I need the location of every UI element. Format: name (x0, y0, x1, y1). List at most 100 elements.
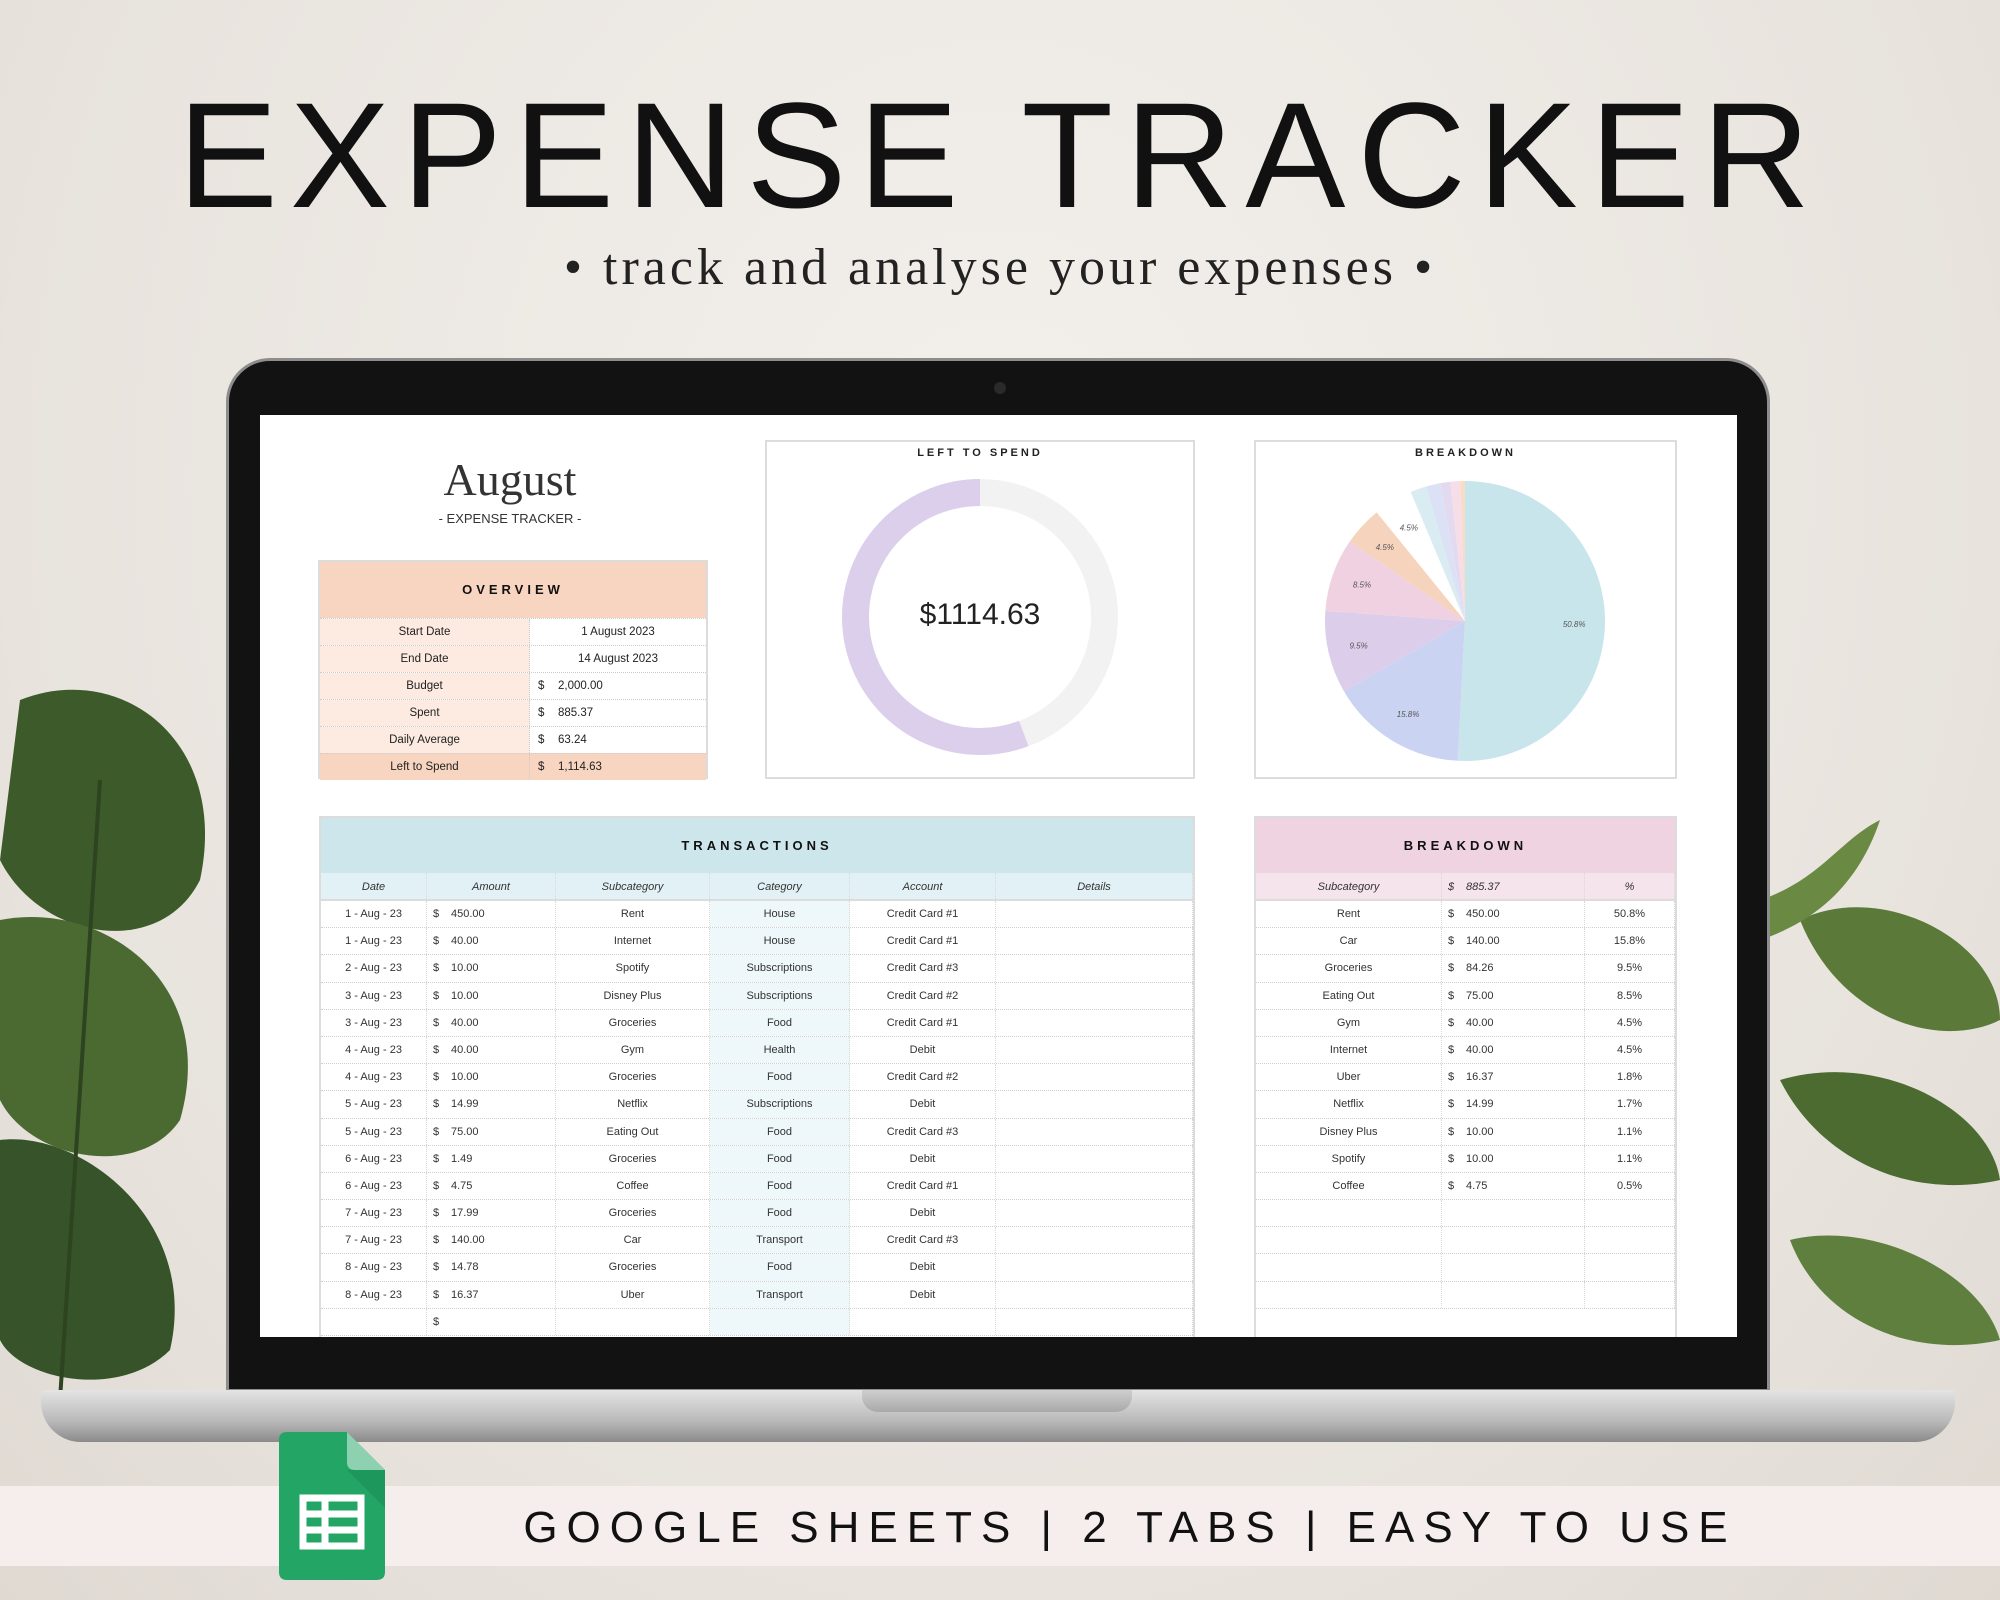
cell-amount[interactable]: $ (427, 1308, 556, 1335)
breakdown-cell[interactable]: Car (1256, 928, 1442, 955)
cell-category[interactable]: Food (710, 1118, 850, 1145)
breakdown-cell[interactable]: $10.00 (1442, 1118, 1585, 1145)
cell-amount[interactable]: $40.00 (427, 928, 556, 955)
breakdown-cell[interactable]: 8.5% (1585, 982, 1675, 1009)
cell-category[interactable]: Food (710, 1145, 850, 1172)
breakdown-cell[interactable]: $75.00 (1442, 982, 1585, 1009)
overview-value[interactable]: 1 August 2023 (581, 626, 655, 638)
cell-account[interactable]: Debit (850, 1036, 996, 1064)
cell-date[interactable] (321, 1308, 427, 1335)
cell-subcategory[interactable]: Uber (556, 1281, 710, 1308)
cell-details[interactable] (996, 1036, 1193, 1064)
cell-category[interactable]: Health (710, 1036, 850, 1064)
cell-subcategory[interactable]: Disney Plus (556, 982, 710, 1009)
cell-amount[interactable]: $1.49 (427, 1145, 556, 1172)
breakdown-cell[interactable]: 50.8% (1585, 901, 1675, 928)
cell-amount[interactable]: $4.75 (427, 1172, 556, 1200)
breakdown-cell[interactable]: Uber (1256, 1064, 1442, 1091)
breakdown-cell[interactable] (1585, 1200, 1675, 1227)
cell-subcategory[interactable]: Internet (556, 928, 710, 955)
cell-amount[interactable]: $40.00 (427, 1036, 556, 1064)
breakdown-cell[interactable] (1256, 1281, 1442, 1308)
cell-subcategory[interactable]: Rent (556, 901, 710, 928)
breakdown-cell[interactable]: 1.1% (1585, 1118, 1675, 1145)
cell-subcategory[interactable]: Netflix (556, 1091, 710, 1118)
cell-account[interactable]: Debit (850, 1281, 996, 1308)
cell-category[interactable]: Subscriptions (710, 1091, 850, 1118)
breakdown-cell[interactable]: $14.99 (1442, 1091, 1585, 1118)
pie-slice-disney-plus[interactable] (1440, 481, 1465, 621)
cell-amount[interactable]: $450.00 (427, 901, 556, 928)
cell-details[interactable] (996, 901, 1193, 928)
pie-slice-eating-out[interactable] (1325, 541, 1465, 621)
left-to-spend-chart[interactable]: LEFT TO SPEND $1114.63 (765, 440, 1195, 779)
breakdown-cell[interactable]: Spotify (1256, 1145, 1442, 1172)
cell-date[interactable]: 5 - Aug - 23 (321, 1118, 427, 1145)
overview-value[interactable]: $885.37 (530, 700, 706, 726)
cell-subcategory[interactable]: Eating Out (556, 1118, 710, 1145)
breakdown-cell[interactable]: 1.7% (1585, 1091, 1675, 1118)
cell-subcategory[interactable]: Gym (556, 1036, 710, 1064)
cell-account[interactable]: Debit (850, 1200, 996, 1227)
cell-amount[interactable]: $14.99 (427, 1091, 556, 1118)
breakdown-cell[interactable] (1585, 1281, 1675, 1308)
cell-category[interactable]: Food (710, 1172, 850, 1200)
cell-date[interactable]: 5 - Aug - 23 (321, 1091, 427, 1118)
cell-details[interactable] (996, 1172, 1193, 1200)
cell-subcategory[interactable]: Groceries (556, 1200, 710, 1227)
breakdown-cell[interactable]: Eating Out (1256, 982, 1442, 1009)
breakdown-cell[interactable]: $450.00 (1442, 901, 1585, 928)
breakdown-cell[interactable]: Groceries (1256, 955, 1442, 982)
breakdown-cell[interactable]: $10.00 (1442, 1145, 1585, 1172)
breakdown-cell[interactable]: $4.75 (1442, 1172, 1585, 1200)
breakdown-cell[interactable]: $16.37 (1442, 1064, 1585, 1091)
cell-details[interactable] (996, 1091, 1193, 1118)
breakdown-cell[interactable] (1256, 1200, 1442, 1227)
breakdown-cell[interactable]: Disney Plus (1256, 1118, 1442, 1145)
cell-subcategory[interactable] (556, 1308, 710, 1335)
cell-subcategory[interactable]: Spotify (556, 955, 710, 982)
cell-category[interactable]: Transport (710, 1227, 850, 1254)
cell-date[interactable]: 3 - Aug - 23 (321, 982, 427, 1009)
cell-details[interactable] (996, 1308, 1193, 1335)
cell-account[interactable]: Credit Card #1 (850, 1009, 996, 1036)
cell-category[interactable]: Food (710, 1064, 850, 1091)
cell-amount[interactable]: $40.00 (427, 1009, 556, 1036)
breakdown-cell[interactable]: Rent (1256, 901, 1442, 928)
pie-slice-car[interactable] (1343, 621, 1465, 761)
cell-amount[interactable]: $16.37 (427, 1281, 556, 1308)
cell-date[interactable]: 6 - Aug - 23 (321, 1172, 427, 1200)
cell-subcategory[interactable]: Groceries (556, 1064, 710, 1091)
breakdown-cell[interactable]: $40.00 (1442, 1036, 1585, 1064)
cell-date[interactable]: 1 - Aug - 23 (321, 901, 427, 928)
cell-category[interactable]: Food (710, 1254, 850, 1281)
cell-account[interactable]: Credit Card #1 (850, 1172, 996, 1200)
cell-details[interactable] (996, 1227, 1193, 1254)
breakdown-cell[interactable] (1256, 1254, 1442, 1281)
cell-account[interactable]: Credit Card #1 (850, 928, 996, 955)
breakdown-pie-chart[interactable]: BREAKDOWN 50.8% 15.8% 9.5% 8.5% 4.5% 4.5% (1254, 440, 1677, 779)
cell-category[interactable]: Transport (710, 1281, 850, 1308)
cell-account[interactable]: Credit Card #2 (850, 982, 996, 1009)
cell-account[interactable]: Credit Card #1 (850, 901, 996, 928)
pie-slice-groceries[interactable] (1325, 610, 1465, 692)
breakdown-cell[interactable] (1442, 1200, 1585, 1227)
cell-category[interactable]: Food (710, 1009, 850, 1036)
cell-category[interactable]: Subscriptions (710, 955, 850, 982)
breakdown-cell[interactable]: Netflix (1256, 1091, 1442, 1118)
pie-slice-gym[interactable] (1349, 512, 1465, 621)
breakdown-cell[interactable]: Gym (1256, 1009, 1442, 1036)
cell-details[interactable] (996, 1118, 1193, 1145)
cell-date[interactable]: 6 - Aug - 23 (321, 1145, 427, 1172)
cell-date[interactable]: 1 - Aug - 23 (321, 928, 427, 955)
cell-account[interactable]: Debit (850, 1091, 996, 1118)
cell-amount[interactable]: $10.00 (427, 982, 556, 1009)
breakdown-cell[interactable] (1585, 1227, 1675, 1254)
breakdown-cell[interactable]: $84.26 (1442, 955, 1585, 982)
cell-subcategory[interactable]: Groceries (556, 1254, 710, 1281)
breakdown-cell[interactable]: 0.5% (1585, 1172, 1675, 1200)
overview-value[interactable]: $63.24 (530, 727, 706, 753)
pie-slice-internet[interactable] (1376, 491, 1465, 621)
cell-account[interactable]: Debit (850, 1145, 996, 1172)
breakdown-cell[interactable] (1585, 1254, 1675, 1281)
